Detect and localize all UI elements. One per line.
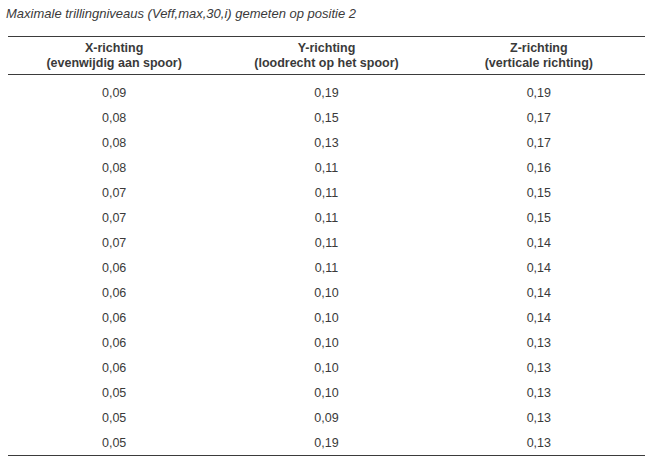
table-cell: 0,19: [433, 75, 645, 106]
table-row: 0,090,190,19: [8, 75, 645, 106]
table-cell: 0,11: [220, 155, 432, 180]
table-cell: 0,06: [8, 305, 220, 330]
table-cell: 0,06: [8, 355, 220, 380]
table-cell: 0,13: [433, 405, 645, 430]
table-row: 0,060,100,13: [8, 355, 645, 380]
table-row: 0,050,100,13: [8, 380, 645, 405]
table-cell: 0,13: [433, 330, 645, 355]
table-cell: 0,09: [8, 75, 220, 106]
table-cell: 0,10: [220, 280, 432, 305]
table-cell: 0,14: [433, 305, 645, 330]
table-cell: 0,09: [220, 405, 432, 430]
table-cell: 0,11: [220, 255, 432, 280]
table-row: 0,080,130,17: [8, 130, 645, 155]
table-cell: 0,08: [8, 155, 220, 180]
table-caption: Maximale trillingniveaus (Veff,max,30,i)…: [6, 6, 356, 21]
table-row: 0,060,100,14: [8, 280, 645, 305]
table-cell: 0,10: [220, 355, 432, 380]
table-row: 0,070,110,15: [8, 205, 645, 230]
report-page: Maximale trillingniveaus (Veff,max,30,i)…: [0, 0, 650, 463]
table-cell: 0,13: [220, 130, 432, 155]
table-row: 0,070,110,14: [8, 230, 645, 255]
table-cell: 0,13: [433, 355, 645, 380]
header-row: X-richting (evenwijdig aan spoor) Y-rich…: [8, 37, 645, 75]
table-cell: 0,10: [220, 305, 432, 330]
table-row: 0,050,090,13: [8, 405, 645, 430]
table-row: 0,060,100,14: [8, 305, 645, 330]
table-cell: 0,06: [8, 280, 220, 305]
column-header-y: Y-richting (loodrecht op het spoor): [220, 37, 432, 75]
table-cell: 0,16: [433, 155, 645, 180]
column-header-y-label: Y-richting: [220, 41, 432, 56]
column-header-z-sublabel: (verticale richting): [433, 56, 645, 71]
table-cell: 0,11: [220, 180, 432, 205]
table-cell: 0,15: [433, 180, 645, 205]
column-header-x-sublabel: (evenwijdig aan spoor): [8, 56, 220, 71]
column-header-y-sublabel: (loodrecht op het spoor): [220, 56, 432, 71]
table-cell: 0,06: [8, 255, 220, 280]
table-cell: 0,14: [433, 255, 645, 280]
table-cell: 0,07: [8, 230, 220, 255]
table-cell: 0,14: [433, 230, 645, 255]
column-header-z-label: Z-richting: [433, 41, 645, 56]
table-row: 0,080,150,17: [8, 105, 645, 130]
table-cell: 0,19: [220, 75, 432, 106]
table-row: 0,080,110,16: [8, 155, 645, 180]
table-row: 0,070,110,15: [8, 180, 645, 205]
table-row: 0,060,110,14: [8, 255, 645, 280]
table-cell: 0,15: [433, 205, 645, 230]
table-cell: 0,13: [433, 430, 645, 456]
table-cell: 0,10: [220, 330, 432, 355]
table-cell: 0,19: [220, 430, 432, 456]
column-header-x: X-richting (evenwijdig aan spoor): [8, 37, 220, 75]
table-cell: 0,13: [433, 380, 645, 405]
table-cell: 0,11: [220, 230, 432, 255]
table-cell: 0,05: [8, 430, 220, 456]
table-cell: 0,05: [8, 380, 220, 405]
table-cell: 0,10: [220, 380, 432, 405]
column-header-x-label: X-richting: [8, 41, 220, 56]
table-cell: 0,07: [8, 180, 220, 205]
table-header: X-richting (evenwijdig aan spoor) Y-rich…: [8, 37, 645, 75]
table-cell: 0,17: [433, 130, 645, 155]
table-cell: 0,06: [8, 330, 220, 355]
table-cell: 0,11: [220, 205, 432, 230]
table-row: 0,050,190,13: [8, 430, 645, 456]
column-header-z: Z-richting (verticale richting): [433, 37, 645, 75]
table-cell: 0,08: [8, 130, 220, 155]
table-row: 0,060,100,13: [8, 330, 645, 355]
table-cell: 0,08: [8, 105, 220, 130]
table-cell: 0,14: [433, 280, 645, 305]
table-body: 0,090,190,190,080,150,170,080,130,170,08…: [8, 75, 645, 456]
table-cell: 0,17: [433, 105, 645, 130]
table-cell: 0,15: [220, 105, 432, 130]
table-cell: 0,05: [8, 405, 220, 430]
vibration-levels-table: X-richting (evenwijdig aan spoor) Y-rich…: [8, 36, 645, 456]
table-cell: 0,07: [8, 205, 220, 230]
